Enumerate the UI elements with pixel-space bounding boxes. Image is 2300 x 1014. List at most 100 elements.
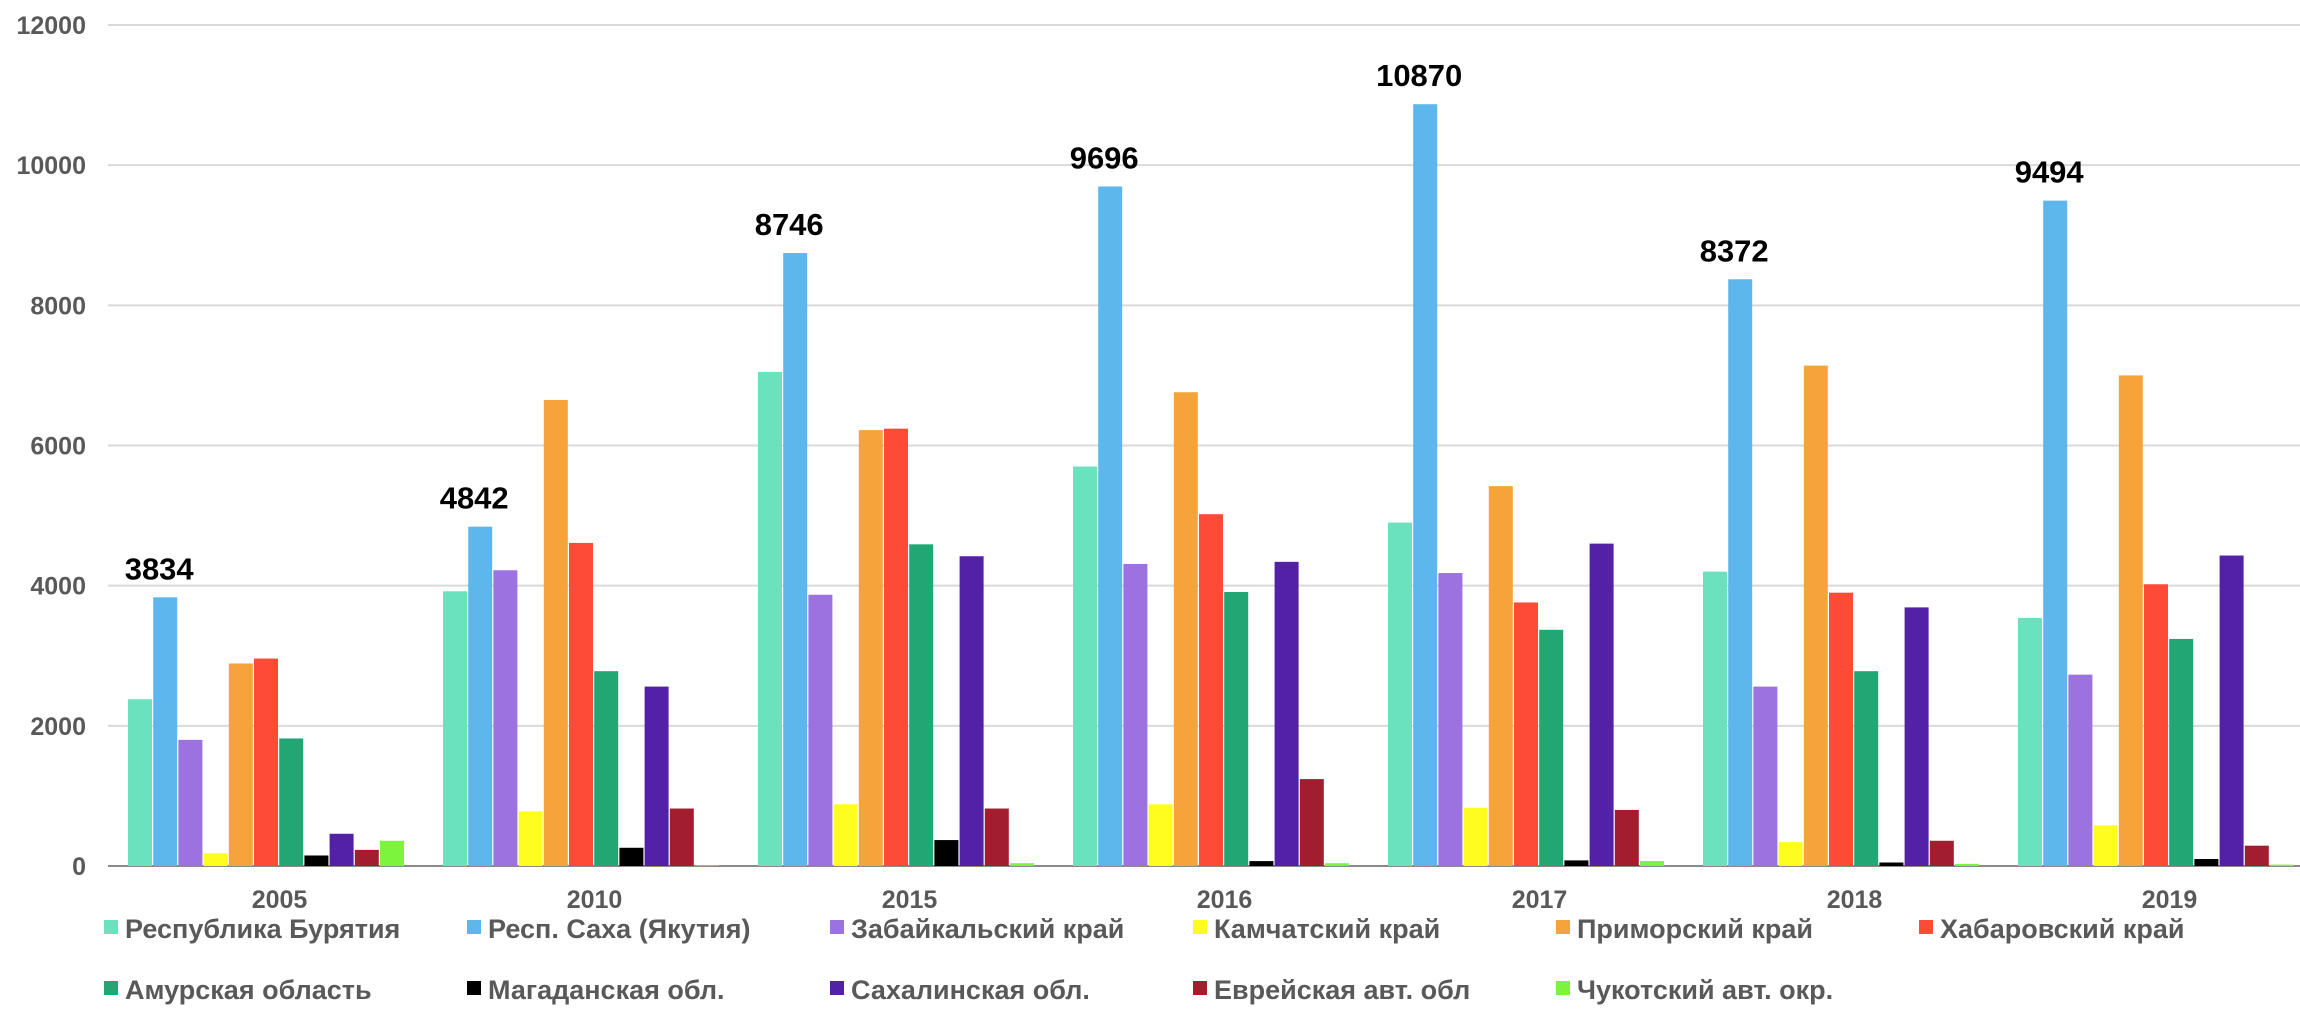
bar (468, 526, 493, 866)
legend-swatch (1556, 920, 1570, 934)
data-label: 8746 (755, 207, 824, 242)
bar (329, 833, 354, 866)
bar (1413, 104, 1438, 867)
bar (1010, 863, 1034, 866)
bar (1274, 561, 1299, 866)
bar (1778, 842, 1803, 866)
bar (2219, 555, 2244, 866)
bar (1539, 629, 1564, 866)
bar (1879, 862, 1904, 866)
legend-swatch (1193, 920, 1207, 934)
legend-swatch (1919, 920, 1933, 934)
bar (959, 556, 984, 866)
data-label: 3834 (125, 551, 195, 586)
y-axis: 0 2000 4000 6000 8000 10000 12000 (16, 12, 86, 881)
bar (1249, 861, 1274, 866)
bar (2068, 674, 2093, 866)
bar (1753, 686, 1778, 866)
legend-swatch (1556, 981, 1570, 995)
legend-swatch (830, 981, 844, 995)
bar (493, 570, 518, 866)
bar (304, 855, 329, 866)
legend-label: Чукотский авт. окр. (1577, 975, 1833, 1005)
bar (1123, 563, 1148, 866)
bar (695, 865, 719, 866)
legend-swatch (467, 920, 481, 934)
bar (1224, 591, 1249, 866)
x-axis: 2005 2010 2015 2016 2017 2018 2019 (252, 886, 2198, 914)
bar (1388, 522, 1412, 866)
bar (594, 671, 619, 866)
legend-item: Приморский край (1556, 914, 1813, 944)
bar (2244, 845, 2269, 866)
x-tick-label: 2016 (1197, 886, 1253, 914)
bar (669, 808, 694, 866)
bar (279, 738, 304, 866)
legend-label: Республика Бурятия (125, 914, 400, 944)
bar (153, 597, 178, 866)
data-label: 4842 (440, 481, 509, 516)
bar (1829, 592, 1853, 866)
legend-swatch (830, 920, 844, 934)
bar (1803, 365, 1828, 866)
legend-swatch (104, 920, 118, 934)
bar (1173, 392, 1198, 866)
y-tick-label: 4000 (30, 573, 86, 601)
bar (1199, 514, 1223, 866)
legend-item: Сахалинская обл. (830, 975, 1090, 1005)
bar (380, 840, 404, 866)
bar (1325, 863, 1349, 866)
bar (1514, 602, 1538, 866)
bar (128, 699, 152, 866)
y-tick-label: 8000 (30, 292, 86, 320)
y-tick-label: 0 (72, 853, 86, 881)
bar (1854, 671, 1879, 866)
bar (833, 804, 858, 866)
legend-item: Хабаровский край (1919, 914, 2184, 944)
bar (1955, 863, 1979, 866)
bar (228, 663, 253, 866)
bar (984, 808, 1009, 866)
bar (1640, 861, 1664, 866)
bar (1438, 573, 1463, 866)
legend-swatch (1193, 981, 1207, 995)
legend-label: Респ. Саха (Якутия) (488, 914, 751, 944)
legend: Республика Бурятия Респ. Саха (Якутия) Заб… (104, 914, 2184, 1005)
data-label: 10870 (1376, 58, 1462, 93)
legend-item: Магаданская обл. (467, 975, 725, 1005)
bar (619, 847, 644, 866)
bar (2169, 638, 2194, 866)
bar (2118, 375, 2143, 866)
bar (2018, 617, 2042, 866)
bar (858, 430, 883, 866)
legend-label: Сахалинская обл. (851, 975, 1090, 1005)
y-tick-label: 10000 (16, 152, 86, 180)
legend-label: Еврейская авт. обл (1214, 975, 1470, 1005)
y-tick-label: 12000 (16, 12, 86, 40)
bar (808, 594, 833, 866)
bar (1098, 186, 1123, 867)
bar (1929, 840, 1954, 866)
y-tick-label: 6000 (30, 433, 86, 461)
legend-item: Забайкальский край (830, 914, 1124, 944)
legend-item: Респ. Саха (Якутия) (467, 914, 751, 944)
bar (2194, 858, 2219, 866)
bar (758, 371, 782, 866)
x-tick-label: 2015 (882, 886, 938, 914)
bar (569, 542, 593, 866)
bar (1148, 804, 1173, 866)
legend-swatch (104, 981, 118, 995)
data-labels: 3834 4842 8746 9696 10870 8372 9494 (125, 58, 2085, 586)
legend-item: Амурская область (104, 975, 372, 1005)
bar (1564, 860, 1589, 866)
bar (934, 840, 959, 866)
x-tick-label: 2005 (252, 886, 308, 914)
legend-item: Еврейская авт. обл (1193, 975, 1470, 1005)
bar (884, 428, 908, 866)
bar (1488, 486, 1513, 866)
bars (128, 104, 2294, 867)
bar (178, 739, 203, 866)
bar (203, 853, 228, 866)
bar (783, 253, 808, 867)
